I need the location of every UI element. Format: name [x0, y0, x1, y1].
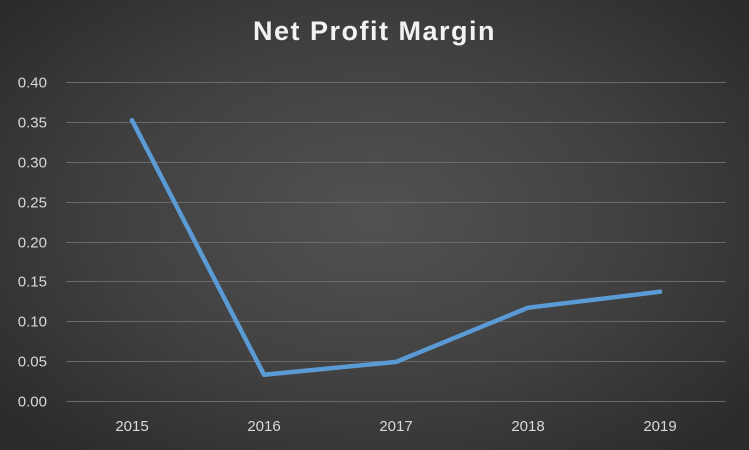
y-tick-label: 0.25: [18, 195, 47, 212]
x-tick-label: 2019: [643, 418, 676, 435]
x-tick-label: 2018: [511, 418, 544, 435]
x-tick-label: 2015: [115, 418, 148, 435]
chart-title: Net Profit Margin: [252, 16, 496, 46]
x-tick-label: 2016: [247, 418, 280, 435]
data-point: [657, 289, 663, 294]
y-tick-label: 0.00: [18, 394, 47, 411]
data-point: [129, 118, 135, 123]
data-point: [261, 372, 267, 377]
y-tick-label: 0.40: [18, 75, 47, 92]
y-tick-label: 0.15: [18, 274, 47, 291]
y-tick-label: 0.35: [18, 115, 47, 132]
data-point: [393, 359, 399, 365]
y-tick-label: 0.30: [18, 155, 47, 172]
x-tick-label: 2017: [379, 418, 412, 435]
y-tick-label: 0.20: [18, 235, 47, 252]
y-tick-label: 0.10: [18, 314, 47, 331]
y-tick-label: 0.05: [18, 354, 47, 371]
data-point: [525, 305, 531, 310]
series-line: [129, 118, 663, 377]
